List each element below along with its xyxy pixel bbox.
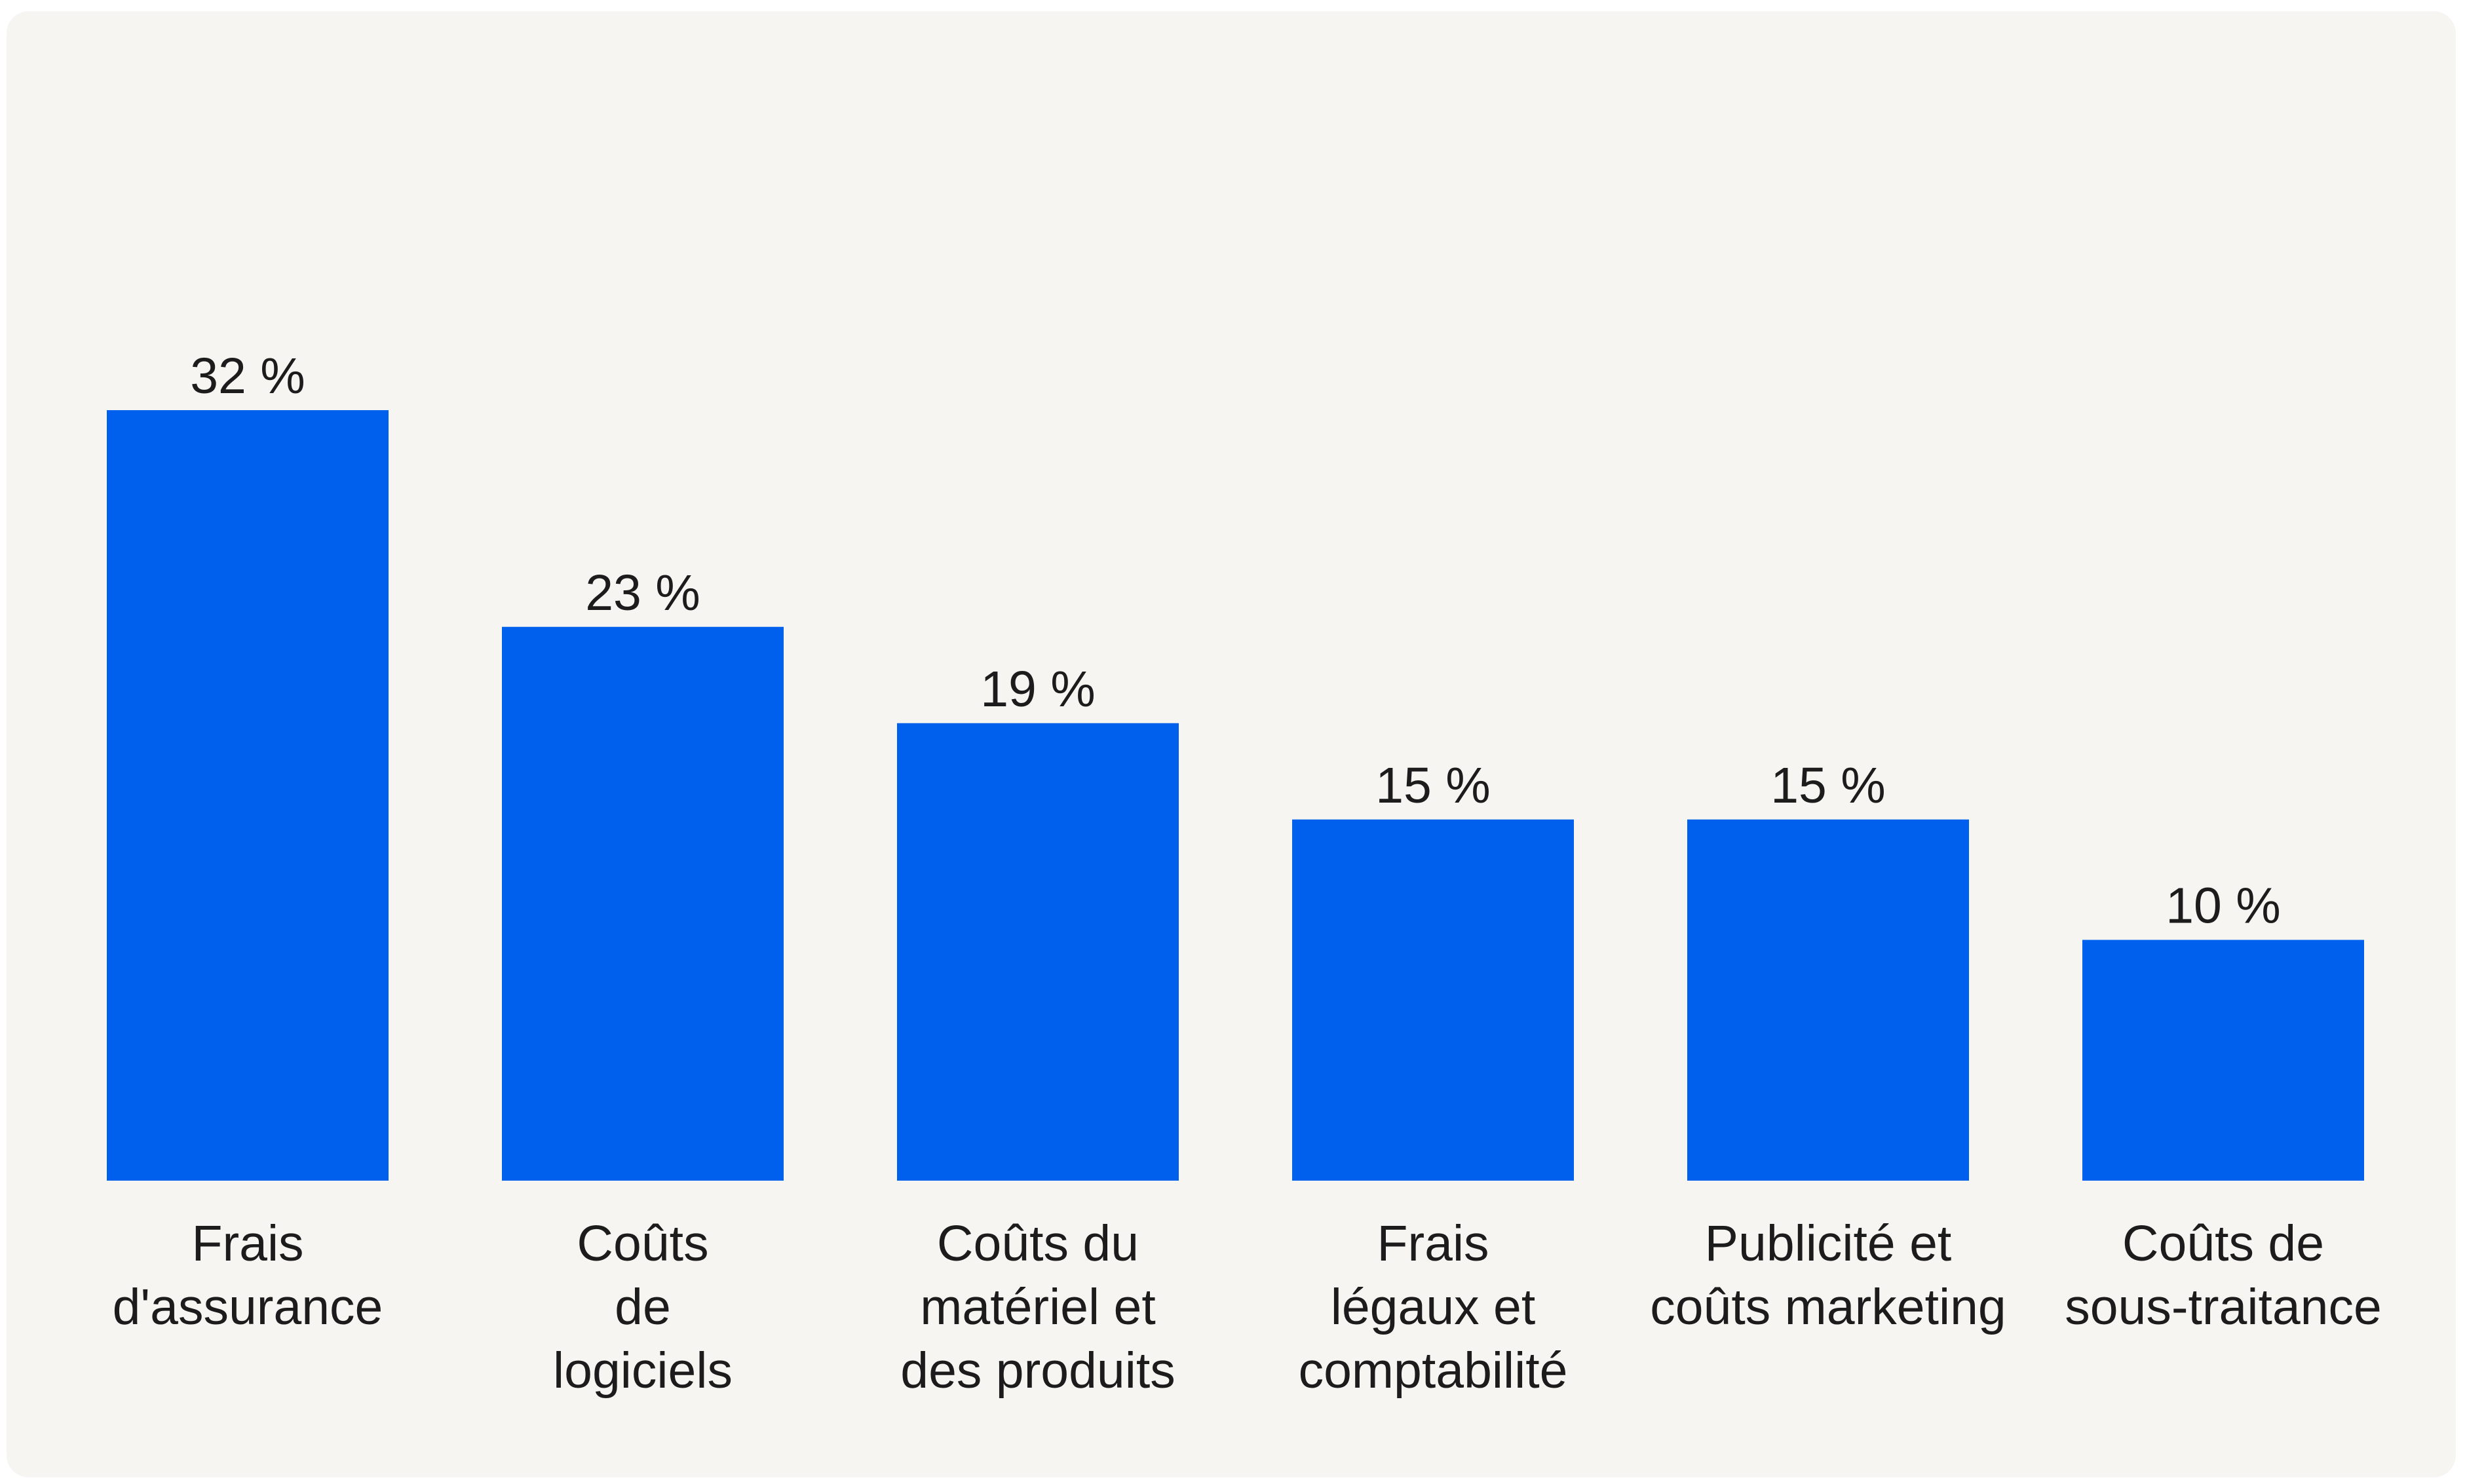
value-labels-group: 32 % 23 % 19 % 15 % 15 % 10 % (190, 348, 2281, 934)
category-label-1-line-2: logiciels (553, 1342, 733, 1399)
category-label-3-line-0: Frais (1377, 1215, 1489, 1272)
category-label-0-line-1: d'assurance (113, 1279, 383, 1335)
bars-group (107, 410, 2364, 1181)
category-label-1-line-1: de (615, 1279, 671, 1335)
category-label-4: Publicité et coûts marketing (1650, 1215, 2006, 1335)
bar-4 (1687, 819, 1969, 1181)
category-label-5: Coûts de sous-traitance (2065, 1215, 2382, 1335)
category-label-5-line-1: sous-traitance (2065, 1279, 2382, 1335)
value-label-2: 19 % (980, 661, 1096, 717)
category-label-2-line-1: matériel et (920, 1279, 1155, 1335)
category-label-3-line-2: comptabilité (1299, 1342, 1568, 1399)
category-label-2-line-0: Coûts du (937, 1215, 1139, 1272)
category-label-3: Frais légaux et comptabilité (1299, 1215, 1568, 1399)
category-label-0-line-0: Frais (191, 1215, 303, 1272)
bar-1 (502, 626, 784, 1181)
category-label-4-line-1: coûts marketing (1650, 1279, 2006, 1335)
value-label-5: 10 % (2166, 878, 2281, 934)
category-label-0: Frais d'assurance (113, 1215, 383, 1335)
category-label-1-line-0: Coûts (577, 1215, 708, 1272)
category-label-4-line-0: Publicité et (1705, 1215, 1952, 1272)
value-label-3: 15 % (1375, 757, 1491, 814)
bar-2 (897, 723, 1179, 1181)
category-label-3-line-1: légaux et (1331, 1279, 1536, 1335)
category-label-2: Coûts du matériel et des produits (900, 1215, 1175, 1399)
bar-5 (2082, 940, 2364, 1181)
value-label-4: 15 % (1770, 757, 1886, 814)
category-label-5-line-0: Coûts de (2122, 1215, 2324, 1272)
chart-panel (7, 11, 2456, 1477)
category-label-1: Coûts de logiciels (553, 1215, 733, 1399)
bar-0 (107, 410, 389, 1181)
value-label-0: 32 % (190, 348, 305, 404)
category-labels-group: Frais d'assurance Coûts de logiciels Coûts du… (113, 1215, 2382, 1399)
value-label-1: 23 % (585, 565, 700, 621)
category-label-2-line-2: des produits (900, 1342, 1175, 1399)
bar-3 (1292, 819, 1574, 1181)
